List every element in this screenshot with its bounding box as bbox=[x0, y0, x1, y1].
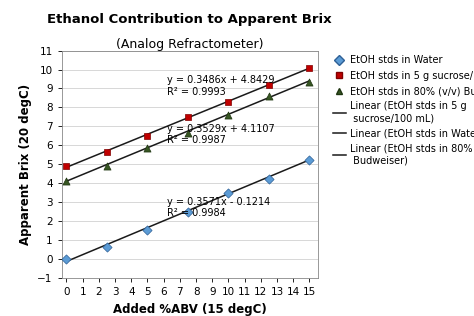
Point bbox=[225, 190, 232, 195]
Legend: EtOH stds in Water, EtOH stds in 5 g sucrose/100 mL, EtOH stds in 80% (v/v) Budw: EtOH stds in Water, EtOH stds in 5 g suc… bbox=[333, 55, 474, 165]
Point bbox=[225, 99, 232, 104]
Point bbox=[265, 82, 273, 87]
Point bbox=[103, 244, 111, 249]
Point bbox=[63, 179, 70, 184]
X-axis label: Added %ABV (15 degC): Added %ABV (15 degC) bbox=[113, 303, 266, 316]
Text: y = 0.3529x + 4.1107
R² = 0.9987: y = 0.3529x + 4.1107 R² = 0.9987 bbox=[167, 124, 274, 145]
Point bbox=[184, 114, 192, 119]
Point bbox=[225, 112, 232, 118]
Point bbox=[144, 133, 151, 138]
Point bbox=[184, 209, 192, 214]
Text: (Analog Refractometer): (Analog Refractometer) bbox=[116, 38, 264, 51]
Point bbox=[306, 79, 313, 84]
Point bbox=[306, 65, 313, 70]
Point bbox=[63, 164, 70, 169]
Point bbox=[63, 257, 70, 262]
Point bbox=[265, 94, 273, 99]
Point bbox=[265, 176, 273, 181]
Point bbox=[184, 131, 192, 136]
Point bbox=[306, 157, 313, 162]
Point bbox=[144, 146, 151, 151]
Y-axis label: Apparent Brix (20 degC): Apparent Brix (20 degC) bbox=[18, 84, 32, 245]
Point bbox=[103, 164, 111, 169]
Text: y = 0.3486x + 4.8429
R² = 0.9993: y = 0.3486x + 4.8429 R² = 0.9993 bbox=[167, 76, 274, 97]
Text: y = 0.3571x - 0.1214
R² = 0.9984: y = 0.3571x - 0.1214 R² = 0.9984 bbox=[167, 197, 270, 218]
Point bbox=[144, 227, 151, 232]
Text: Ethanol Contribution to Apparent Brix: Ethanol Contribution to Apparent Brix bbox=[47, 13, 332, 26]
Point bbox=[103, 149, 111, 155]
